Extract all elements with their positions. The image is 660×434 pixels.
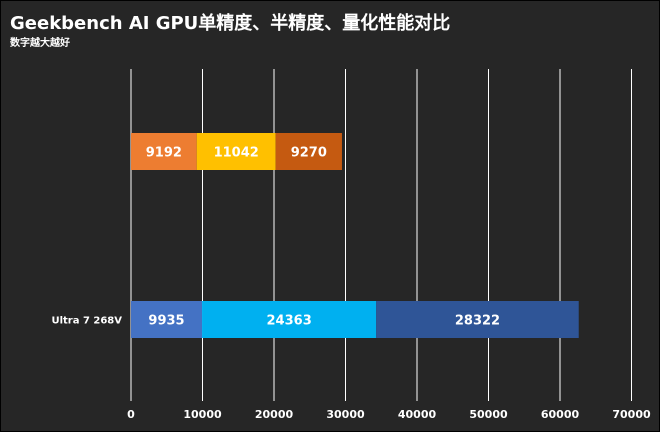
- x-tick-label-7: 70000: [612, 408, 651, 421]
- x-tick-label-3: 30000: [326, 408, 365, 421]
- chart-subtitle: 数字越大越好: [10, 38, 70, 49]
- bar-0-2: [275, 133, 342, 170]
- data-label-1-2: 28322: [455, 314, 500, 329]
- x-tick-label-5: 50000: [469, 408, 508, 421]
- data-label-1-0: 9935: [148, 314, 184, 329]
- bar-0-1: [196, 133, 276, 170]
- data-label-0-0: 9192: [146, 146, 182, 161]
- chart-title: Geekbench AI GPU单精度、半精度、量化性能对比: [10, 13, 451, 34]
- bar-1-2: [376, 301, 579, 338]
- x-tick-label-6: 60000: [541, 408, 580, 421]
- category-label-1: Ultra 7 268V: [51, 316, 122, 327]
- data-label-0-2: 9270: [291, 146, 327, 161]
- x-tick-label-4: 40000: [398, 408, 437, 421]
- x-tick-label-0: 0: [127, 408, 135, 421]
- x-tick-label-1: 10000: [183, 408, 222, 421]
- data-label-1-1: 24363: [267, 314, 312, 329]
- data-label-0-1: 11042: [214, 146, 259, 161]
- bar-1-1: [202, 301, 377, 338]
- x-tick-label-2: 20000: [255, 408, 294, 421]
- bar-1-0: [131, 301, 203, 338]
- bar-0-0: [131, 133, 197, 170]
